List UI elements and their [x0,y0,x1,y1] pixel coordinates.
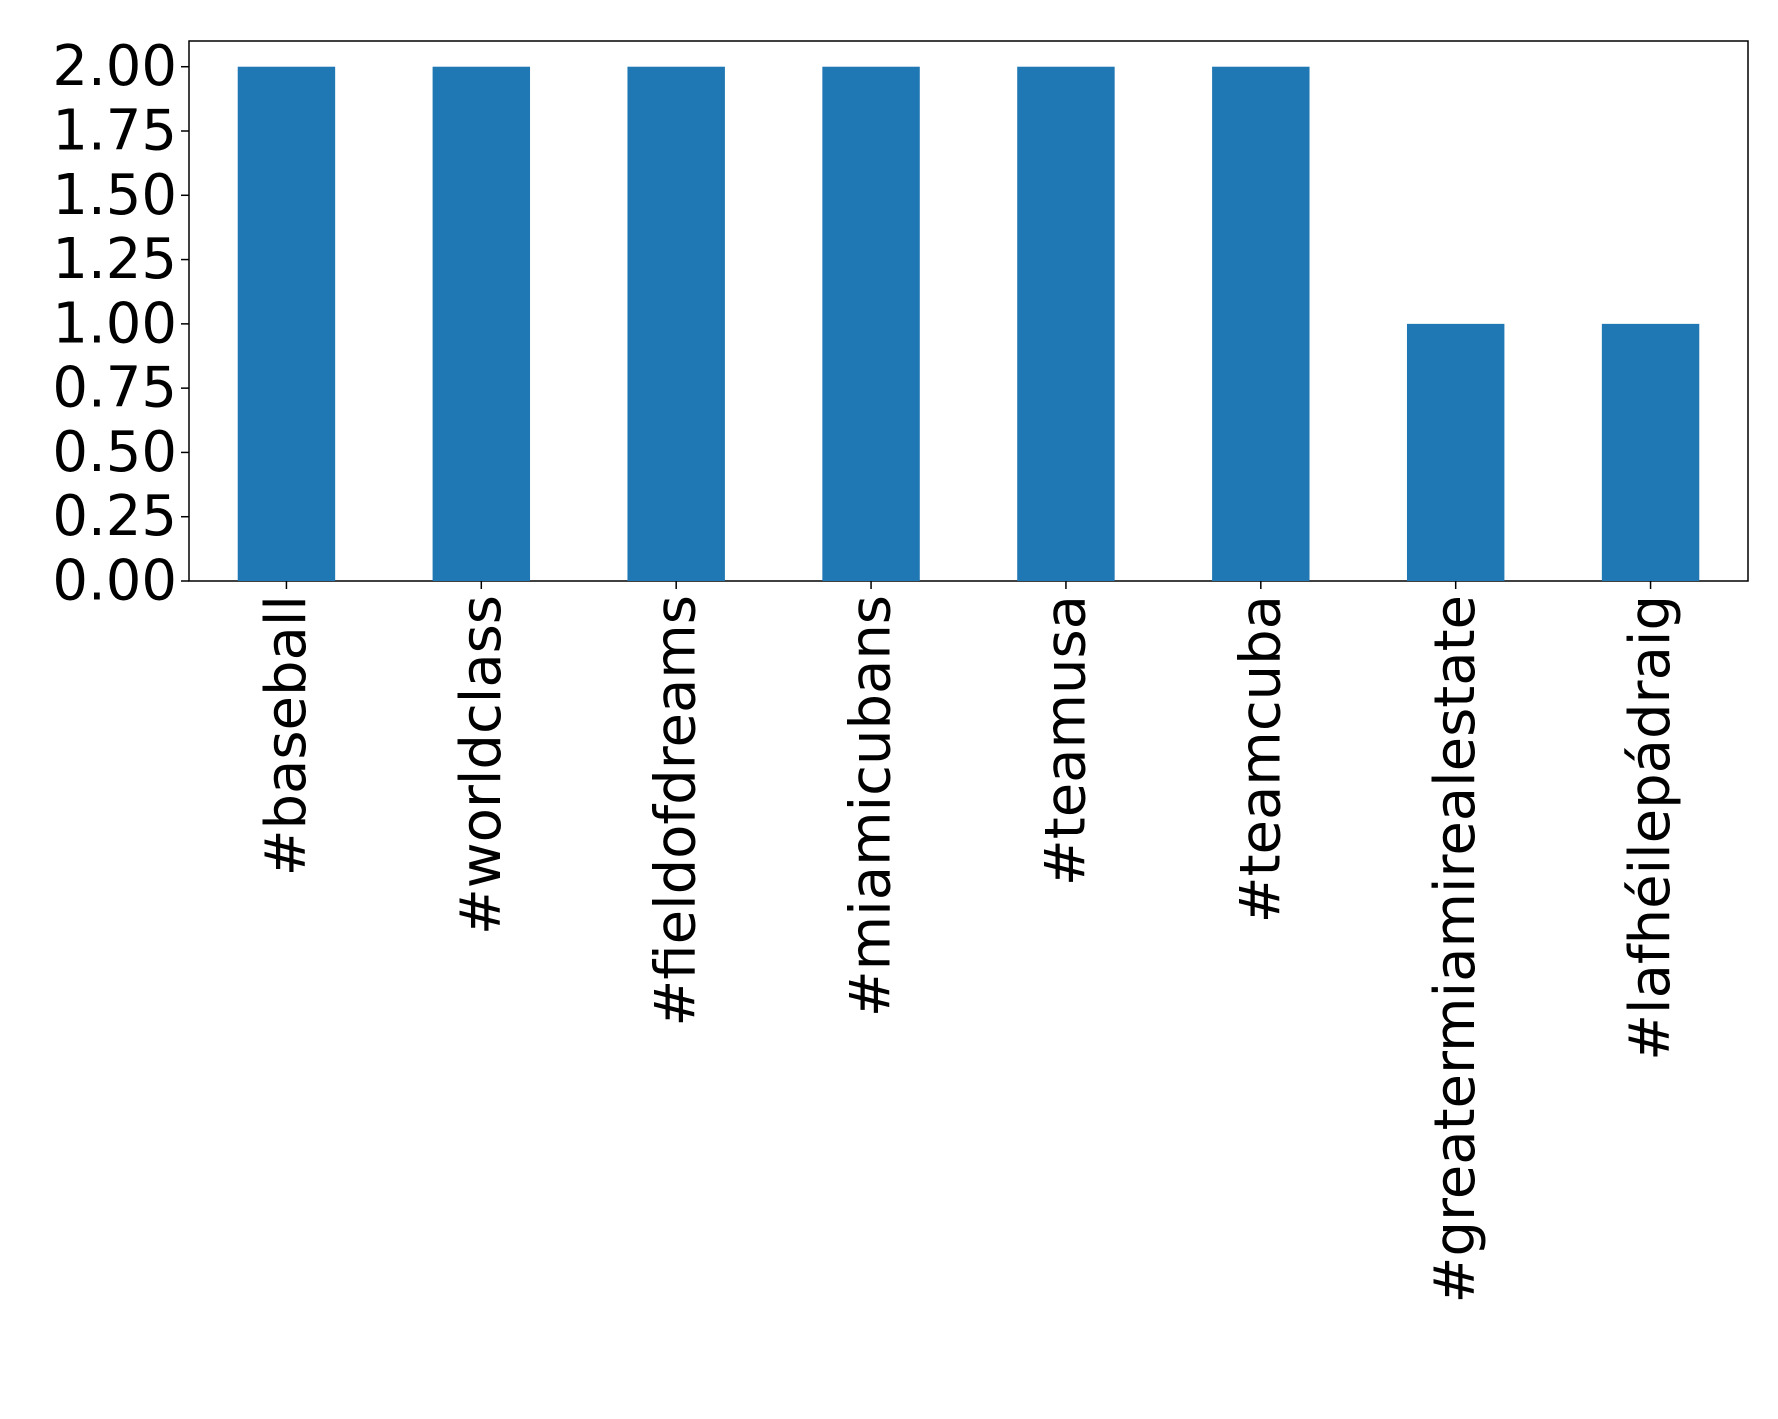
y-tick-label: 0.50 [52,420,177,485]
x-tick-label: #worldclass [449,595,514,935]
y-tick-label: 1.50 [52,163,177,228]
bar [1601,323,1700,581]
y-tick-label: 0.25 [52,484,177,549]
y-tick-label: 1.75 [52,99,177,164]
y-tick-label: 1.25 [52,227,177,292]
x-tick-label: #lafhéilepádraig [1618,595,1683,1061]
y-tick-label: 2.00 [52,34,177,99]
y-tick-label: 0.00 [52,549,177,614]
x-tick-label: #miamicubans [839,595,904,1017]
y-tick-label: 1.00 [52,291,177,356]
x-tick-label: #fieldofdreams [644,595,709,1027]
y-tick-label: 0.75 [52,356,177,421]
bar [822,66,920,581]
bar [627,66,725,581]
x-tick-label: #teamcuba [1228,595,1293,923]
x-tick-label: #baseball [254,595,319,876]
axes-frame [188,40,1749,582]
bar [237,66,336,581]
bar [1017,66,1115,581]
bar [1212,66,1310,581]
x-tick-label: #greatermiamirealestate [1423,595,1488,1303]
bar [432,66,531,581]
bar [1406,323,1505,581]
x-tick-label: #teamusa [1033,595,1098,886]
